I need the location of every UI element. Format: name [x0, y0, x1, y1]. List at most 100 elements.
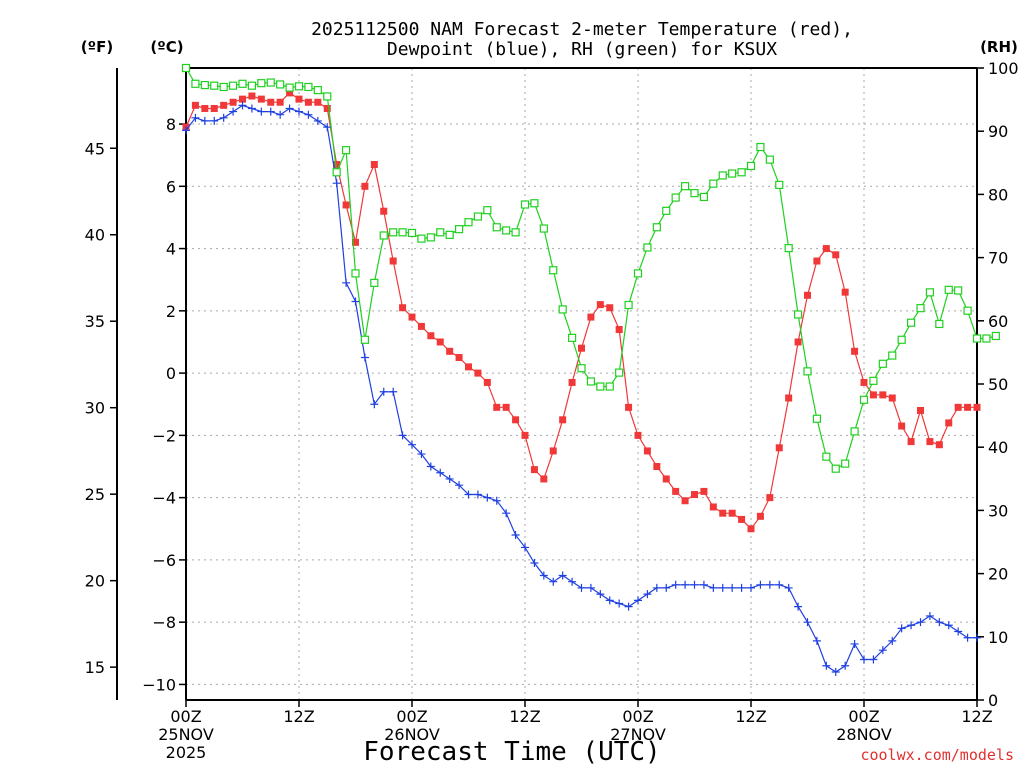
rh-point — [520, 200, 530, 209]
celsius-tick-label: −10 — [142, 675, 176, 694]
temperature-point — [314, 98, 322, 106]
rh-point — [841, 459, 850, 468]
chart-title-line-1: 2025112500 NAM Forecast 2-meter Temperat… — [311, 19, 853, 40]
dewpoint-point — [408, 440, 416, 449]
rh-point — [605, 382, 614, 391]
dewpoint-point — [888, 636, 897, 645]
celsius-tick-label: 8 — [166, 115, 176, 134]
rh-point — [633, 269, 643, 278]
rh-point — [765, 155, 774, 164]
rh-point — [567, 333, 577, 342]
rh-tick-label: 40 — [988, 438, 1008, 457]
dewpoint-point — [210, 116, 219, 125]
rh-point — [615, 368, 624, 377]
rh-point — [586, 377, 596, 386]
rh-point — [492, 223, 501, 232]
temperature-point — [653, 463, 661, 471]
temperature-point — [210, 104, 218, 112]
temperature-point — [229, 98, 237, 106]
temperature-point — [530, 466, 538, 474]
temperature-point — [738, 515, 746, 523]
dewpoint-point — [812, 636, 821, 645]
temperature-point — [370, 161, 378, 169]
temperature-point — [380, 207, 388, 215]
temperature-point — [417, 322, 425, 330]
temperature-point — [964, 403, 972, 411]
fahrenheit-tick-label: 25 — [85, 485, 105, 504]
dewpoint-point — [558, 571, 567, 580]
dewpoint-point — [699, 580, 708, 589]
rh-point — [925, 288, 935, 297]
dewpoint-point — [925, 611, 934, 620]
temperature-point — [804, 291, 811, 299]
dewpoint-point — [681, 580, 690, 589]
temperature-point — [361, 182, 369, 190]
celsius-tick-label: 6 — [166, 177, 176, 196]
rh-point — [916, 304, 925, 313]
dewpoint-point — [191, 113, 200, 122]
temperature-point — [257, 95, 265, 103]
fahrenheit-tick-label: 30 — [85, 399, 105, 418]
rh-point — [803, 367, 812, 376]
rh-point — [389, 228, 398, 237]
temperature-point — [239, 95, 246, 103]
temperature-point — [756, 512, 764, 520]
temperature-point — [465, 363, 472, 371]
dewpoint-point — [473, 490, 482, 499]
rh-point — [304, 82, 313, 92]
dewpoint-point — [765, 580, 774, 589]
temperature-point — [775, 444, 783, 452]
rh-point — [191, 79, 200, 88]
rh-tick-label: 20 — [988, 565, 1008, 584]
rh-tick-label: 0 — [988, 691, 998, 710]
temperature-point — [568, 378, 576, 386]
temperature-point — [898, 422, 906, 430]
dewpoint-point — [360, 353, 369, 362]
rh-point — [379, 231, 388, 240]
rh-point — [737, 168, 746, 177]
fahrenheit-tick-label: 15 — [85, 658, 105, 677]
dewpoint-point — [483, 493, 492, 502]
temperature-point — [512, 416, 520, 424]
rh-point — [483, 206, 492, 215]
rh-tick-label: 90 — [988, 122, 1008, 141]
temperature-point — [427, 332, 435, 340]
rh-point — [624, 300, 633, 310]
temperature-point — [662, 475, 670, 483]
temperature-point — [935, 441, 943, 449]
rh-point — [991, 331, 1000, 341]
dewpoint-point — [332, 179, 341, 188]
x-axis-label: Forecast Time (UTC) — [363, 737, 660, 767]
dewpoint-point — [671, 580, 680, 589]
temperature-point — [559, 416, 567, 424]
temperature-point — [521, 431, 529, 439]
temperature-point — [352, 238, 359, 246]
rh-point — [793, 310, 803, 319]
dewpoint-point — [238, 101, 247, 110]
temperature-point — [945, 419, 953, 427]
dewpoint-point — [841, 661, 850, 670]
temperature-point — [549, 447, 557, 455]
temperature-point — [634, 431, 642, 439]
rh-point — [417, 234, 426, 243]
dewpoint-point — [266, 107, 275, 116]
rh-point — [294, 82, 304, 91]
rh-point — [351, 269, 360, 278]
dewpoint-point — [794, 602, 803, 611]
dewpoint-point — [850, 639, 859, 648]
rh-point — [332, 168, 341, 177]
dewpoint-point — [605, 596, 614, 605]
temperature-point — [719, 509, 727, 517]
rh-point — [502, 226, 511, 235]
temperature-point — [295, 95, 303, 103]
dewpoint-point — [907, 621, 916, 630]
time-tick-label: 00Z — [170, 707, 201, 726]
temperature-point — [286, 89, 294, 97]
rh-point — [963, 306, 972, 315]
rh-point — [831, 464, 840, 473]
temperature-point — [691, 491, 698, 499]
rh-point — [718, 171, 727, 180]
rh-point — [906, 318, 916, 327]
time-tick-label: 00Z — [396, 707, 427, 726]
